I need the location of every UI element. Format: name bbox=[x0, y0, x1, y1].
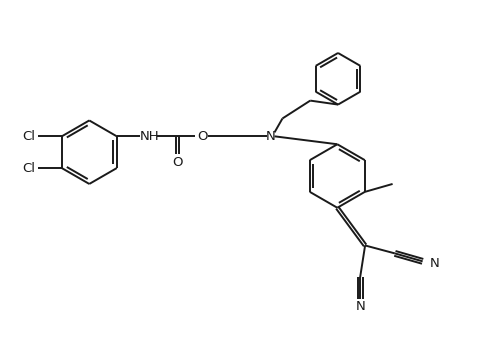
Text: NH: NH bbox=[140, 130, 159, 143]
Text: N: N bbox=[355, 301, 365, 314]
Text: O: O bbox=[197, 130, 207, 143]
Text: N: N bbox=[429, 257, 439, 270]
Text: O: O bbox=[172, 156, 182, 169]
Text: N: N bbox=[266, 130, 276, 143]
Text: Cl: Cl bbox=[23, 130, 36, 143]
Text: Cl: Cl bbox=[23, 161, 36, 175]
